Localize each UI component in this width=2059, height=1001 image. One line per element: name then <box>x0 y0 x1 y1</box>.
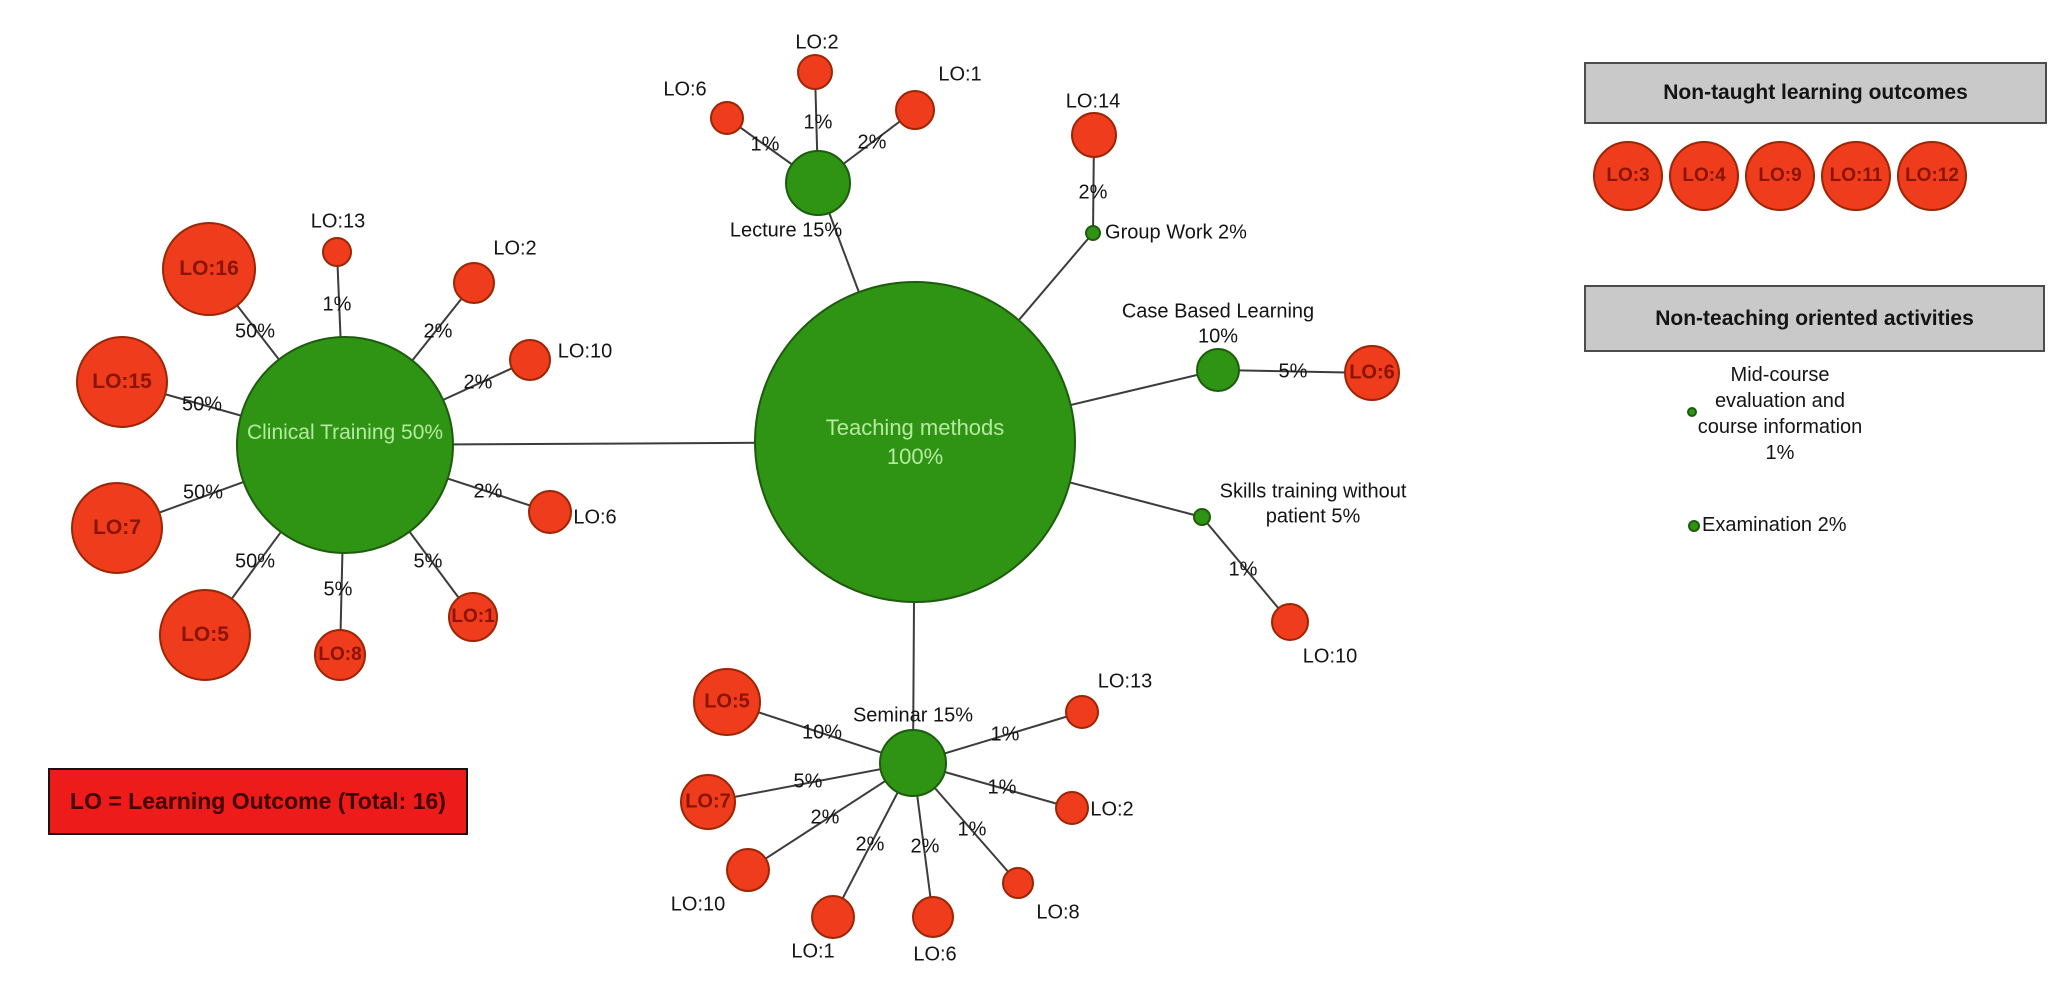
clinical-circle <box>236 336 454 554</box>
c-lo7-circle <box>71 482 163 574</box>
non-taught-lo-circle: LO:3 <box>1593 141 1663 211</box>
non-taught-title: Non-taught learning outcomes <box>1663 81 1968 104</box>
sem-lo6-circle <box>912 896 954 938</box>
midcourse-label-line: Mid-course <box>1730 364 1830 386</box>
sem-lo8-circle <box>1002 867 1034 899</box>
midcourse-label: Mid-course evaluation and course informa… <box>1665 362 1895 466</box>
non-taught-lo-label: LO:3 <box>1606 165 1650 186</box>
c-lo16-circle <box>162 222 256 316</box>
examination-dot <box>1688 520 1700 532</box>
lec-lo6-circle <box>710 101 744 135</box>
lec-lo2-circle <box>797 54 833 90</box>
lec-lo1-circle <box>895 90 935 130</box>
c-lo6-circle <box>528 490 572 534</box>
c-lo5-circle <box>159 589 251 681</box>
non-taught-lo-label: LO:9 <box>1758 165 1802 186</box>
casebased-circle <box>1196 348 1240 392</box>
midcourse-dot <box>1687 407 1697 417</box>
edge-skills-sk-lo10 <box>1201 516 1291 623</box>
non-taught-lo-circle: LO:4 <box>1669 141 1739 211</box>
lecture-circle <box>785 150 851 216</box>
teaching-circle <box>754 281 1076 603</box>
non-teaching-title: Non-teaching oriented activities <box>1655 306 1974 330</box>
non-taught-lo-label: LO:11 <box>1829 165 1883 186</box>
midcourse-label-line: course information <box>1697 416 1863 438</box>
c-lo1-circle <box>448 592 498 642</box>
lo14-circle <box>1071 112 1117 158</box>
sk-lo10-circle <box>1271 603 1309 641</box>
non-taught-lo-label: LO:12 <box>1905 165 1959 186</box>
sem-lo10-circle <box>726 848 770 892</box>
non-taught-lo-circle: LO:11 <box>1821 141 1891 211</box>
c-lo15-circle <box>76 336 168 428</box>
skills-circle <box>1193 508 1211 526</box>
lo-legend-label: LO = Learning Outcome (Total: 16) <box>70 788 446 814</box>
sem-lo13-circle <box>1065 695 1099 729</box>
cb-lo6-circle <box>1344 345 1400 401</box>
c-lo2-circle <box>453 262 495 304</box>
examination-label: Examination 2% <box>1702 514 1847 536</box>
non-taught-header: Non-taught learning outcomes <box>1584 62 2047 124</box>
non-taught-items: LO:3 LO:4 LO:9 LO:11 LO:12 <box>1593 141 1967 211</box>
sem-lo2-circle <box>1055 791 1089 825</box>
non-taught-lo-circle: LO:9 <box>1745 141 1815 211</box>
midcourse-label-line: evaluation and <box>1714 390 1846 412</box>
edge-seminar-sem-lo7 <box>707 762 914 803</box>
lo-legend-box: LO = Learning Outcome (Total: 16) <box>48 768 468 835</box>
groupwork-circle <box>1085 225 1101 241</box>
non-teaching-header: Non-teaching oriented activities <box>1584 285 2045 352</box>
non-taught-lo-label: LO:4 <box>1682 165 1726 186</box>
midcourse-label-line: 1% <box>1765 442 1795 464</box>
c-lo13-circle <box>322 237 352 267</box>
sem-lo1-circle <box>811 895 855 939</box>
c-lo8-circle <box>314 629 366 681</box>
c-lo10-circle <box>509 339 551 381</box>
sem-lo5-circle <box>693 668 761 736</box>
seminar-circle <box>879 729 947 797</box>
non-taught-lo-circle: LO:12 <box>1897 141 1967 211</box>
sem-lo7-circle <box>680 774 736 830</box>
